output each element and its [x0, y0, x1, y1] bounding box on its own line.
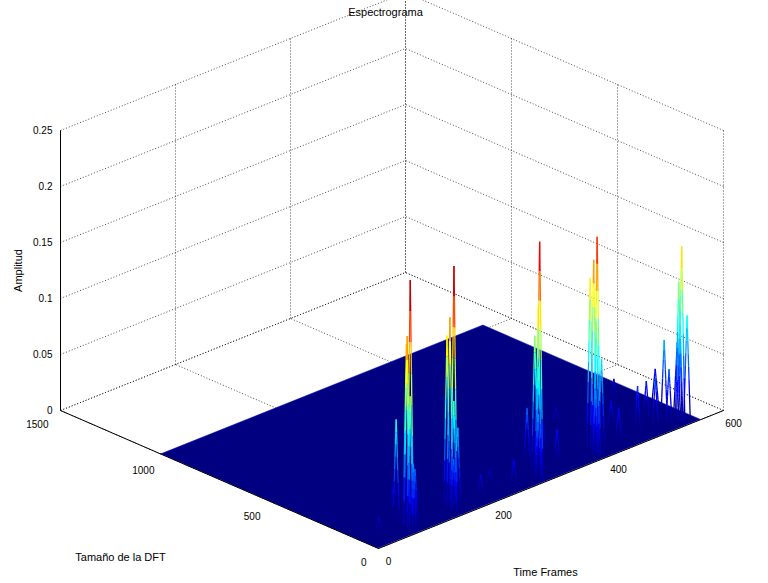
svg-text:Espectrograma: Espectrograma — [348, 6, 423, 18]
svg-text:0: 0 — [361, 557, 367, 568]
svg-text:400: 400 — [610, 464, 627, 475]
svg-text:0: 0 — [386, 556, 392, 567]
svg-text:0.25: 0.25 — [33, 125, 53, 136]
svg-text:0.15: 0.15 — [33, 237, 53, 248]
svg-text:Tamaño de la DFT: Tamaño de la DFT — [75, 551, 166, 563]
svg-text:0.2: 0.2 — [39, 181, 53, 192]
svg-text:0.05: 0.05 — [33, 349, 53, 360]
svg-text:0: 0 — [47, 405, 53, 416]
svg-text:600: 600 — [725, 418, 742, 429]
svg-text:0.1: 0.1 — [39, 293, 53, 304]
svg-text:Amplitud: Amplitud — [12, 249, 24, 292]
svg-text:500: 500 — [244, 511, 261, 522]
svg-text:1500: 1500 — [26, 419, 49, 430]
svg-text:1000: 1000 — [132, 465, 155, 476]
svg-text:200: 200 — [495, 510, 512, 521]
svg-text:Time Frames: Time Frames — [513, 566, 578, 578]
